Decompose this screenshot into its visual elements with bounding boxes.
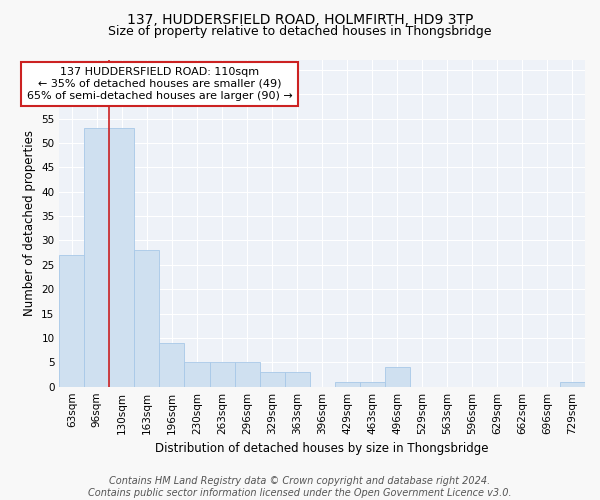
Bar (260, 372, 284, 386)
Text: 137 HUDDERSFIELD ROAD: 110sqm
← 35% of detached houses are smaller (49)
65% of s: 137 HUDDERSFIELD ROAD: 110sqm ← 35% of d… (26, 68, 292, 100)
Bar (360, 382, 385, 386)
Bar (560, 382, 585, 386)
Bar (385, 367, 410, 386)
Text: 137, HUDDERSFIELD ROAD, HOLMFIRTH, HD9 3TP: 137, HUDDERSFIELD ROAD, HOLMFIRTH, HD9 3… (127, 12, 473, 26)
Bar (59, 255, 85, 386)
Bar (85, 128, 109, 386)
Bar (235, 362, 260, 386)
Bar (209, 362, 235, 386)
Bar (109, 128, 134, 386)
Bar (134, 250, 160, 386)
Bar (284, 372, 310, 386)
Bar (335, 382, 360, 386)
Text: Contains HM Land Registry data © Crown copyright and database right 2024.
Contai: Contains HM Land Registry data © Crown c… (88, 476, 512, 498)
Bar (184, 362, 209, 386)
X-axis label: Distribution of detached houses by size in Thongsbridge: Distribution of detached houses by size … (155, 442, 489, 455)
Text: Size of property relative to detached houses in Thongsbridge: Size of property relative to detached ho… (108, 25, 492, 38)
Bar (160, 343, 184, 386)
Y-axis label: Number of detached properties: Number of detached properties (23, 130, 35, 316)
